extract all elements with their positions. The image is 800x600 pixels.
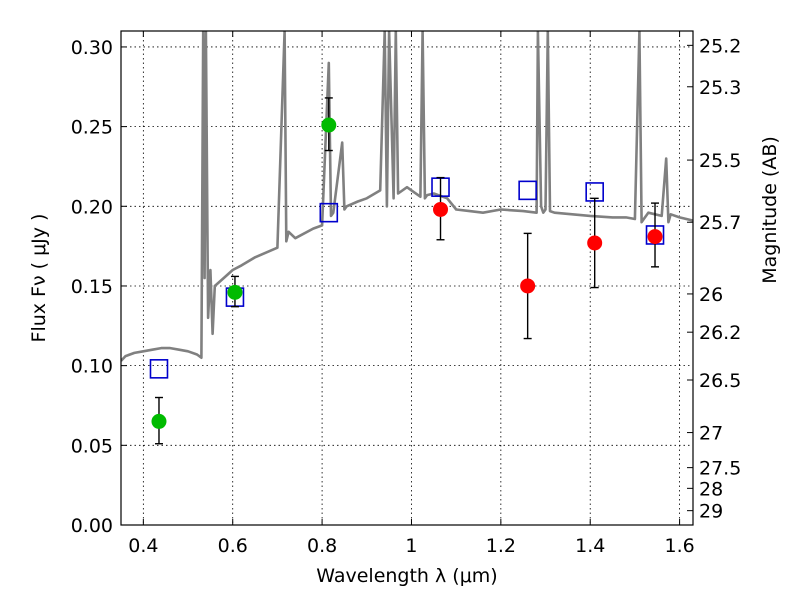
y-tick-label: 0.30	[71, 37, 113, 59]
x-tick-label: 0.6	[218, 535, 248, 557]
y-tick-label: 0.25	[71, 117, 113, 139]
ticks: 0.4 0.6 0.8 1 1.2 1.4 1.6 0.00 0.05 0.10 0.15 0.20 0…	[71, 31, 741, 557]
model-flux-square	[149, 359, 169, 379]
x-tick-label: 1.4	[575, 535, 605, 557]
y2-tick-label: 28	[699, 478, 723, 500]
plot-area	[121, 31, 693, 525]
observed-flux-point	[587, 235, 603, 251]
observed-flux-point	[151, 413, 167, 429]
observed-flux-point	[647, 229, 663, 245]
observed-flux-point	[321, 117, 337, 133]
x-tick-label: 1.2	[486, 535, 516, 557]
y-tick-label: 0.15	[71, 276, 113, 298]
y-axis-label: Flux Fν ( μJy )	[28, 214, 50, 343]
model-flux-square	[319, 202, 339, 223]
y2-tick-label: 25.3	[699, 77, 741, 99]
y2-axis-label: Magnitude (AB)	[759, 136, 781, 284]
x-tick-label: 0.4	[128, 535, 158, 557]
observed-flux-point	[433, 201, 449, 217]
y2-tick-label: 27.5	[699, 458, 741, 480]
model-spectrum-line	[121, 31, 693, 362]
y2-tick-label: 29	[699, 501, 723, 523]
plot-frame	[120, 30, 694, 526]
y2-tick-label: 25.2	[699, 35, 741, 57]
x-tick-label: 1	[405, 535, 417, 557]
y2-tick-label: 26.2	[699, 322, 741, 344]
y-tick-label: 0.20	[71, 196, 113, 218]
y-tick-label: 0.10	[71, 356, 113, 378]
model-flux-square	[518, 180, 537, 201]
y2-tick-label: 25.7	[699, 212, 741, 234]
y2-tick-label: 25.5	[699, 150, 741, 172]
x-tick-label: 1.6	[664, 535, 694, 557]
series-layer	[121, 31, 693, 445]
y2-tick-label: 26.5	[699, 370, 741, 392]
x-axis-label: Wavelength λ (μm)	[316, 565, 497, 587]
y2-tick-label: 26	[699, 284, 723, 306]
observed-flux-point	[520, 278, 536, 294]
y-tick-label: 0.05	[71, 435, 113, 457]
x-tick-label: 0.8	[307, 535, 337, 557]
observed-flux-point	[227, 284, 243, 300]
y2-tick-label: 27	[699, 423, 723, 445]
y-tick-label: 0.00	[71, 515, 113, 537]
